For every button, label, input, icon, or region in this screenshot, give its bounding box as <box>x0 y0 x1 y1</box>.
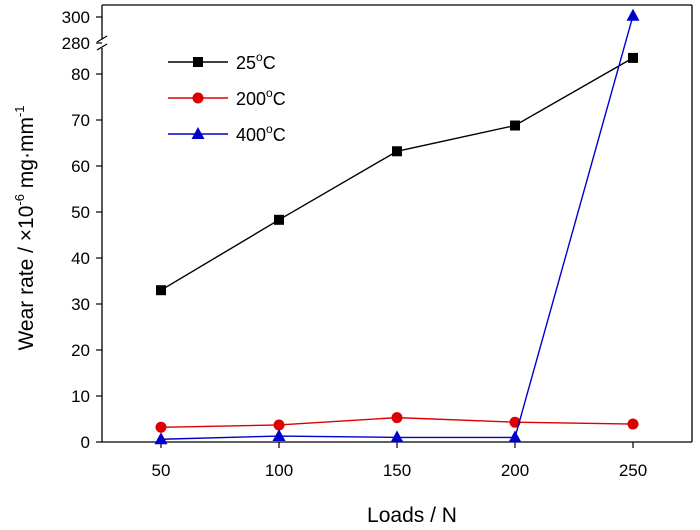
legend-marker <box>192 92 204 104</box>
data-point <box>272 429 286 442</box>
data-point <box>510 120 520 131</box>
series-line <box>160 57 634 291</box>
data-point <box>155 421 167 433</box>
data-point <box>509 416 521 428</box>
y-tick-label: 60 <box>71 157 90 176</box>
legend-label: 25oC <box>236 50 276 73</box>
y-tick-label: 30 <box>71 295 90 314</box>
x-tick-label: 50 <box>152 461 171 480</box>
y-tick-label: 80 <box>71 65 90 84</box>
legend: 25oC 200oC 400oC <box>168 50 286 145</box>
y-tick-label: 40 <box>71 249 90 268</box>
y-tick-label: 50 <box>71 203 90 222</box>
y-tick-label: 10 <box>71 387 90 406</box>
legend-marker <box>191 127 205 139</box>
y-tick-label: 20 <box>71 341 90 360</box>
data-point <box>627 418 639 430</box>
y-tick-label: 300 <box>62 8 90 27</box>
x-tick-label: 200 <box>501 461 529 480</box>
series-line <box>160 15 634 440</box>
data-point <box>390 430 404 443</box>
x-axis-label: Loads / N <box>367 504 457 527</box>
legend-label: 200oC <box>236 86 286 109</box>
legend-entry: 200oC <box>168 86 286 109</box>
data-point <box>154 432 168 445</box>
legend-entry: 400oC <box>168 122 286 145</box>
axes: 50 100 150 200 250 0 10 20 30 40 50 60 70 80 280 300 <box>62 4 693 480</box>
x-tick-label: 150 <box>383 461 411 480</box>
y-tick-label: 0 <box>81 433 90 452</box>
data-point <box>508 430 522 443</box>
x-tick-label: 100 <box>265 461 293 480</box>
series-layer <box>154 8 640 445</box>
legend-label: 400oC <box>236 122 286 145</box>
axis-break-mark <box>96 35 108 51</box>
data-point <box>628 52 638 63</box>
data-point <box>273 419 285 431</box>
y-axis-label-unit: mg·mm <box>15 117 38 194</box>
x-tick-label: 250 <box>619 461 647 480</box>
series-25C <box>156 52 638 296</box>
y-axis-label-exponent: -6 <box>12 194 27 206</box>
y-tick-label: 70 <box>71 111 90 130</box>
y-axis-label-prefix: Wear rate / ×10 <box>15 206 38 351</box>
y-tick-label: 280 <box>62 34 90 53</box>
data-point <box>274 214 284 225</box>
data-point <box>392 146 402 157</box>
series-200C <box>155 412 639 433</box>
series-400C <box>154 8 640 445</box>
data-point <box>391 412 403 424</box>
legend-marker <box>193 57 203 67</box>
data-point <box>626 8 640 21</box>
data-point <box>156 285 166 296</box>
y-axis-label: Wear rate / ×10-6 mg·mm-1 <box>12 105 38 350</box>
y-axis-label-unit-exponent: -1 <box>12 105 27 117</box>
legend-entry: 25oC <box>168 50 276 73</box>
